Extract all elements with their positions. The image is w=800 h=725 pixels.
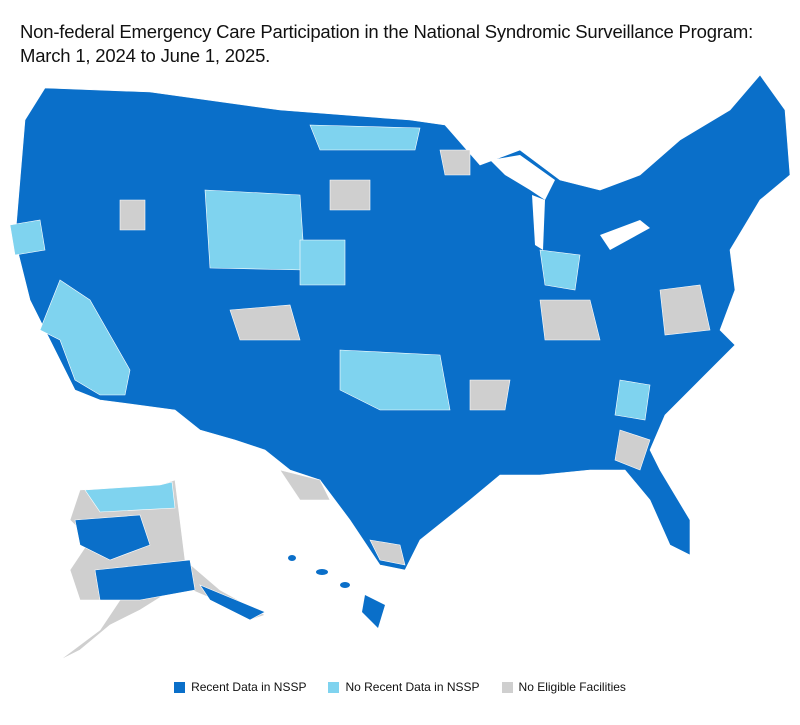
legend-item: No Eligible Facilities [501, 680, 626, 694]
region-no-facilities [469, 379, 511, 411]
region-no-facilities [329, 179, 371, 211]
region-no-recent [614, 379, 651, 421]
title-line: March 1, 2024 to June 1, 2025. [20, 45, 271, 66]
region-no-facilities [119, 199, 146, 231]
region-no-facilities [279, 469, 331, 501]
region-no-facilities [439, 149, 471, 176]
legend-item: No Recent Data in NSSP [328, 680, 480, 694]
region-no-facilities [659, 284, 711, 336]
legend-label: No Recent Data in NSSP [345, 680, 480, 694]
region-no-recent [339, 349, 451, 411]
hawaii-island [288, 555, 296, 561]
alaska [59, 479, 266, 661]
alaska-north [84, 481, 176, 513]
region-no-facilities [229, 304, 301, 341]
title: Non-federal Emergency Care Participation… [20, 20, 790, 68]
region-no-recent [9, 219, 46, 256]
legend-swatch [174, 681, 186, 693]
legend: Recent Data in NSSP No Recent Data in NSS… [0, 680, 800, 694]
alaska-region [199, 584, 266, 621]
great-lake [600, 220, 650, 250]
region-no-facilities [369, 539, 406, 566]
great-lake [490, 155, 555, 200]
map [9, 74, 791, 661]
title-line: Non-federal Emergency Care Participation… [20, 21, 754, 42]
hawaii [288, 555, 385, 628]
region-no-recent [539, 249, 581, 291]
hawaii-island [362, 595, 385, 628]
legend-label: No Eligible Facilities [518, 680, 626, 694]
hawaii-island [340, 582, 350, 588]
legend-item: Recent Data in NSSP [174, 680, 306, 694]
region-no-recent [309, 124, 421, 151]
legend-label: Recent Data in NSSP [191, 680, 307, 694]
region-no-recent [204, 189, 306, 271]
great-lake [532, 195, 545, 250]
mainland [9, 74, 791, 571]
region-no-recent [39, 279, 131, 396]
alaska-region [74, 514, 151, 561]
legend-swatch [328, 681, 340, 693]
hawaii-island [316, 569, 328, 575]
region-no-facilities [614, 429, 651, 471]
legend-swatch [501, 681, 513, 693]
alaska-region [94, 559, 196, 601]
region-no-recent [299, 239, 346, 286]
region-no-facilities [539, 299, 601, 341]
